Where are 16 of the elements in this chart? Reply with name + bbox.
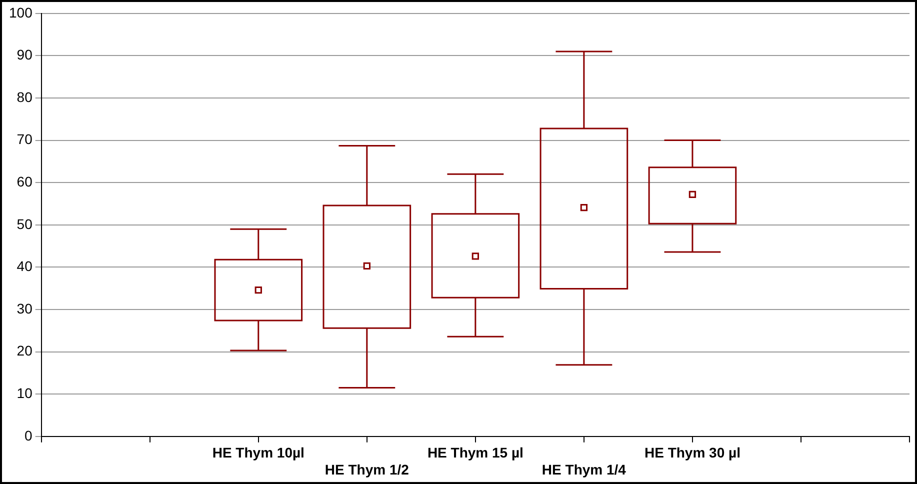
x-tick-label: HE Thym 1/2 <box>324 461 410 478</box>
y-tick-label: 30 <box>16 300 33 316</box>
y-tick-label: 10 <box>16 384 33 401</box>
x-tick-label: HE Thym 30 µl <box>644 444 740 461</box>
y-tick-label: 0 <box>24 427 33 444</box>
y-tick-label: 80 <box>16 88 33 105</box>
x-tick-label: HE Thym 15 µl <box>427 444 524 461</box>
x-tick-label: HE Thym 10µl <box>212 444 304 461</box>
y-tick-label: 20 <box>16 342 33 359</box>
y-tick-label: 70 <box>16 131 33 148</box>
y-tick-label: 50 <box>16 216 33 232</box>
y-tick-label: 90 <box>16 46 33 63</box>
y-tick-label: 100 <box>9 4 33 20</box>
x-tick-label: HE Thym 1/4 <box>542 461 626 478</box>
y-tick-label: 60 <box>16 173 33 190</box>
y-tick-label: 40 <box>16 258 33 274</box>
